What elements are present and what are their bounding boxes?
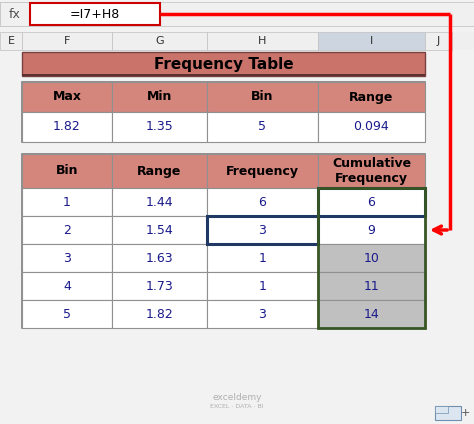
Bar — [22, 154, 425, 328]
Bar — [425, 32, 452, 50]
Bar — [318, 300, 425, 328]
Bar — [318, 188, 425, 216]
Text: 1.54: 1.54 — [146, 223, 173, 237]
Text: Frequency Table: Frequency Table — [154, 56, 293, 72]
Bar — [207, 188, 318, 216]
Bar — [207, 244, 318, 272]
Text: Range: Range — [137, 165, 182, 178]
Bar — [22, 52, 425, 76]
Text: 1.82: 1.82 — [53, 120, 81, 134]
Text: exceldemy: exceldemy — [212, 393, 262, 402]
Bar — [112, 272, 207, 300]
Bar — [0, 2, 474, 26]
Text: Min: Min — [147, 90, 172, 103]
Bar — [112, 32, 207, 50]
Bar — [112, 188, 207, 216]
Bar — [30, 3, 160, 25]
Text: E: E — [8, 36, 15, 46]
Text: 0.094: 0.094 — [354, 120, 389, 134]
Bar — [22, 82, 425, 142]
Bar — [318, 188, 425, 328]
Text: fx: fx — [9, 8, 21, 20]
Text: 9: 9 — [367, 223, 375, 237]
Bar — [112, 244, 207, 272]
Text: Range: Range — [349, 90, 394, 103]
Text: Bin: Bin — [56, 165, 78, 178]
Text: Frequency: Frequency — [226, 165, 299, 178]
Bar — [435, 406, 461, 420]
Text: 1.35: 1.35 — [146, 120, 173, 134]
Bar — [22, 82, 112, 112]
Bar — [22, 74, 425, 76]
Text: Cumulative
Frequency: Cumulative Frequency — [332, 157, 411, 185]
Bar — [22, 272, 112, 300]
Text: G: G — [155, 36, 164, 46]
Bar — [112, 300, 207, 328]
Text: 1.82: 1.82 — [146, 307, 173, 321]
Text: J: J — [437, 36, 440, 46]
Bar — [112, 216, 207, 244]
Bar — [0, 2, 30, 26]
Bar — [207, 300, 318, 328]
Text: =I7+H8: =I7+H8 — [70, 8, 120, 20]
Text: 5: 5 — [63, 307, 71, 321]
Text: 1.44: 1.44 — [146, 195, 173, 209]
Bar — [318, 82, 425, 112]
Text: Bin: Bin — [251, 90, 274, 103]
Text: +: + — [460, 408, 470, 418]
Bar — [112, 82, 207, 112]
Text: 10: 10 — [364, 251, 380, 265]
Text: EXCEL · DATA · BI: EXCEL · DATA · BI — [210, 404, 264, 410]
Text: 1: 1 — [63, 195, 71, 209]
Bar — [22, 300, 112, 328]
Bar — [318, 272, 425, 300]
Bar — [435, 406, 448, 413]
Text: 6: 6 — [258, 195, 266, 209]
Text: 5: 5 — [258, 120, 266, 134]
Bar — [22, 188, 112, 216]
Text: 3: 3 — [63, 251, 71, 265]
Text: 11: 11 — [364, 279, 379, 293]
Bar — [112, 154, 207, 188]
Bar — [112, 112, 207, 142]
Text: 1: 1 — [258, 251, 266, 265]
Bar — [207, 272, 318, 300]
Text: H: H — [258, 36, 267, 46]
Bar — [207, 216, 318, 244]
Bar — [22, 32, 112, 50]
Bar — [318, 32, 425, 50]
Text: I: I — [370, 36, 373, 46]
Text: 6: 6 — [367, 195, 375, 209]
Bar — [207, 32, 318, 50]
Text: 1: 1 — [258, 279, 266, 293]
Bar — [318, 112, 425, 142]
Text: 4: 4 — [63, 279, 71, 293]
Text: 1.73: 1.73 — [146, 279, 173, 293]
Bar — [22, 244, 112, 272]
Text: F: F — [64, 36, 70, 46]
Bar — [207, 154, 318, 188]
Bar — [0, 32, 474, 50]
Bar — [22, 154, 112, 188]
Bar — [207, 216, 318, 244]
Bar — [22, 216, 112, 244]
Text: Max: Max — [53, 90, 82, 103]
Bar — [207, 82, 318, 112]
Text: 2: 2 — [63, 223, 71, 237]
Text: 1.63: 1.63 — [146, 251, 173, 265]
Bar — [318, 244, 425, 272]
Text: 3: 3 — [258, 223, 266, 237]
Text: 3: 3 — [258, 223, 266, 237]
Text: 6: 6 — [367, 195, 375, 209]
Bar — [0, 32, 22, 50]
Bar — [318, 188, 425, 216]
Text: 3: 3 — [258, 307, 266, 321]
Bar — [22, 112, 112, 142]
Bar — [318, 216, 425, 244]
Text: 14: 14 — [364, 307, 379, 321]
Bar — [318, 154, 425, 188]
Bar — [207, 112, 318, 142]
